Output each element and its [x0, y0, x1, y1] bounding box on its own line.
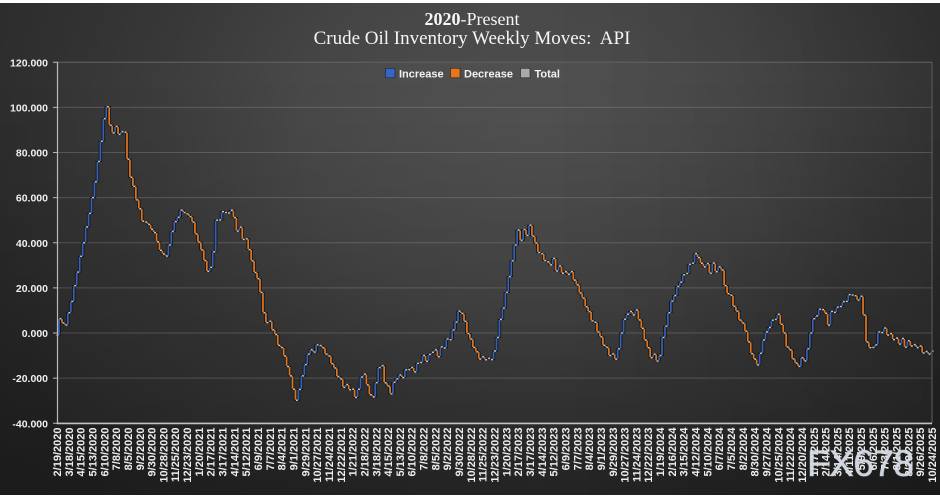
svg-text:11/22/2024: 11/22/2024	[785, 427, 797, 482]
svg-text:2/17/2023: 2/17/2023	[513, 428, 525, 477]
svg-text:FX678: FX678	[807, 443, 914, 484]
svg-text:9/30/2022: 9/30/2022	[454, 428, 466, 477]
svg-text:6/10/2022: 6/10/2022	[407, 428, 419, 477]
svg-text:10/28/2020: 10/28/2020	[158, 428, 170, 483]
svg-text:60.000: 60.000	[16, 193, 48, 205]
svg-text:12/23/2020: 12/23/2020	[182, 428, 194, 483]
svg-text:1/20/2023: 1/20/2023	[501, 428, 513, 477]
svg-text:2020-Present: 2020-Present	[425, 9, 520, 29]
svg-text:11/25/2022: 11/25/2022	[478, 428, 490, 482]
svg-text:11/24/2021: 11/24/2021	[324, 428, 336, 482]
svg-text:5/13/2020: 5/13/2020	[87, 428, 99, 477]
svg-text:10/28/2022: 10/28/2022	[466, 428, 478, 483]
svg-text:120.000: 120.000	[10, 57, 48, 69]
svg-text:3/17/2021: 3/17/2021	[218, 428, 230, 477]
svg-text:11/24/2023: 11/24/2023	[631, 428, 643, 482]
svg-text:2/18/2022: 2/18/2022	[359, 428, 371, 477]
svg-text:10/24/2025: 10/24/2025	[927, 428, 939, 483]
svg-text:9/1/2023: 9/1/2023	[596, 428, 608, 471]
svg-text:8/29/2025: 8/29/2025	[903, 428, 915, 477]
svg-text:8/4/2021: 8/4/2021	[277, 428, 289, 471]
svg-text:8/2/2024: 8/2/2024	[738, 427, 750, 471]
svg-text:10/25/2024: 10/25/2024	[773, 427, 785, 483]
svg-text:9/27/2024: 9/27/2024	[761, 427, 773, 477]
svg-text:9/26/2025: 9/26/2025	[915, 428, 927, 477]
svg-text:8/1/2025: 8/1/2025	[892, 428, 904, 471]
svg-text:12/22/2021: 12/22/2021	[336, 428, 348, 483]
svg-text:7/8/2020: 7/8/2020	[111, 428, 123, 471]
svg-text:4/14/2021: 4/14/2021	[229, 428, 241, 477]
svg-text:6/6/2025: 6/6/2025	[868, 428, 880, 471]
svg-text:9/2/2020: 9/2/2020	[135, 428, 147, 471]
svg-text:4/14/2023: 4/14/2023	[537, 428, 549, 477]
svg-text:4/12/2024: 4/12/2024	[691, 427, 703, 477]
svg-text:9/1/2021: 9/1/2021	[288, 428, 300, 471]
svg-text:5/12/2023: 5/12/2023	[549, 428, 561, 477]
svg-text:11/25/2020: 11/25/2020	[170, 428, 182, 482]
svg-text:2/14/2025: 2/14/2025	[821, 428, 833, 477]
svg-text:8/5/2020: 8/5/2020	[123, 428, 135, 471]
svg-text:3/15/2024: 3/15/2024	[679, 427, 691, 477]
svg-text:6/7/2024: 6/7/2024	[714, 427, 726, 471]
svg-text:5/13/2022: 5/13/2022	[395, 428, 407, 477]
svg-text:40.000: 40.000	[16, 238, 48, 250]
svg-text:1/19/2024: 1/19/2024	[655, 427, 667, 477]
svg-text:10/27/2023: 10/27/2023	[620, 428, 632, 483]
svg-text:20.000: 20.000	[16, 283, 48, 295]
svg-text:9/29/2023: 9/29/2023	[608, 428, 620, 477]
svg-text:7/8/2022: 7/8/2022	[419, 428, 431, 471]
svg-text:3/17/2023: 3/17/2023	[525, 428, 537, 477]
svg-text:7/7/2023: 7/7/2023	[572, 428, 584, 471]
svg-text:12/23/2022: 12/23/2022	[490, 428, 502, 483]
svg-text:8/5/2022: 8/5/2022	[430, 428, 442, 471]
svg-text:12/20/2024: 12/20/2024	[797, 427, 809, 483]
svg-text:2/17/2021: 2/17/2021	[206, 428, 218, 477]
svg-text:100.000: 100.000	[10, 102, 48, 114]
svg-text:7/7/2021: 7/7/2021	[265, 428, 277, 471]
svg-text:Crude Oil Inventory Weekly Mov: Crude Oil Inventory Weekly Moves: API	[314, 28, 631, 49]
svg-text:4/15/2020: 4/15/2020	[76, 428, 88, 477]
svg-text:6/10/2020: 6/10/2020	[99, 428, 111, 477]
svg-text:6/9/2023: 6/9/2023	[560, 428, 572, 471]
svg-text:8/4/2023: 8/4/2023	[584, 428, 596, 471]
svg-text:9/29/2021: 9/29/2021	[300, 428, 312, 477]
svg-text:7/3/2025: 7/3/2025	[880, 428, 892, 471]
svg-text:7/5/2024: 7/5/2024	[726, 427, 738, 471]
svg-text:Decrease: Decrease	[464, 68, 513, 80]
svg-text:12/22/2023: 12/22/2023	[643, 428, 655, 483]
svg-text:-20.000: -20.000	[12, 373, 48, 385]
svg-text:3/18/2020: 3/18/2020	[64, 428, 76, 477]
svg-text:8/30/2024: 8/30/2024	[750, 427, 762, 477]
svg-text:0.000: 0.000	[22, 328, 48, 340]
svg-text:3/18/2022: 3/18/2022	[371, 428, 383, 477]
svg-text:5/9/2025: 5/9/2025	[856, 428, 868, 471]
svg-text:4/15/2022: 4/15/2022	[383, 428, 395, 477]
svg-text:Total: Total	[535, 68, 560, 80]
svg-text:80.000: 80.000	[16, 148, 48, 160]
svg-text:6/9/2021: 6/9/2021	[253, 428, 265, 471]
svg-text:2/19/2020: 2/19/2020	[52, 428, 64, 477]
svg-text:3/14/2025: 3/14/2025	[832, 428, 844, 477]
svg-text:4/11/2025: 4/11/2025	[844, 428, 856, 476]
svg-text:10/27/2021: 10/27/2021	[312, 428, 324, 483]
svg-text:Increase: Increase	[399, 68, 444, 80]
svg-text:5/12/2021: 5/12/2021	[241, 428, 253, 477]
svg-text:1/20/2021: 1/20/2021	[194, 428, 206, 477]
svg-text:9/2/2022: 9/2/2022	[442, 428, 454, 471]
svg-text:1/17/2025: 1/17/2025	[809, 428, 821, 477]
svg-text:5/10/2024: 5/10/2024	[702, 427, 714, 477]
svg-text:1/21/2022: 1/21/2022	[348, 428, 360, 477]
svg-text:-40.000: -40.000	[12, 418, 48, 430]
svg-text:2/16/2024: 2/16/2024	[667, 427, 679, 477]
svg-text:9/30/2020: 9/30/2020	[147, 428, 159, 477]
